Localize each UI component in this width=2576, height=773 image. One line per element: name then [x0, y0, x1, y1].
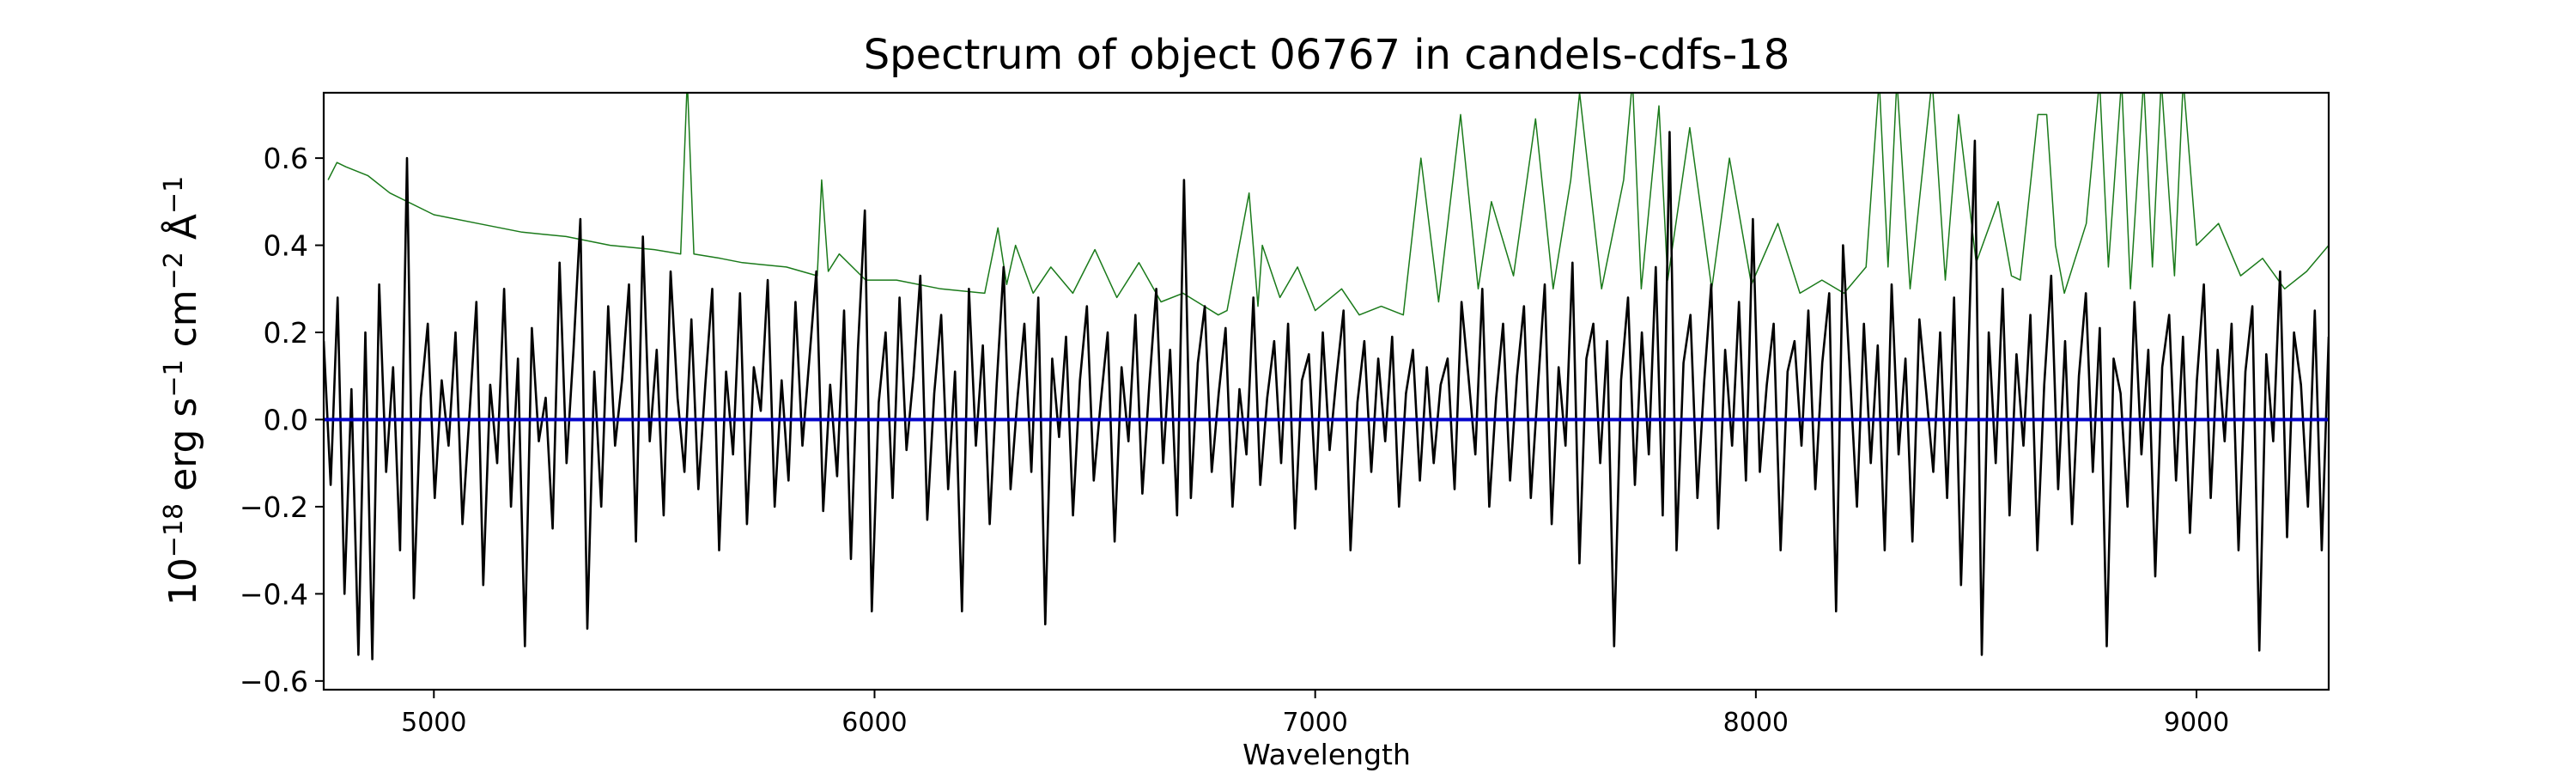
y-axis-label-s-exponent: −1: [159, 359, 189, 397]
series-line-error: [327, 93, 2329, 316]
y-tick-label: −0.2: [240, 490, 308, 524]
y-axis-label: 10−18 erg s−1 cm−2 Å−1: [159, 176, 205, 606]
series-line-flux: [324, 131, 2329, 660]
y-axis-label-prefix: 10: [161, 557, 205, 606]
x-axis-label: Wavelength: [1242, 738, 1411, 771]
y-axis-label-cm: cm: [161, 289, 205, 359]
y-tick-label: 0.2: [264, 316, 308, 350]
x-tick-label: 9000: [2164, 708, 2229, 738]
y-axis-label-angstrom-exponent: −1: [159, 176, 189, 214]
x-tick-label: 7000: [1282, 708, 1347, 738]
x-tick-label: 5000: [401, 708, 466, 738]
x-tick-label: 8000: [1723, 708, 1789, 738]
plot-frame: [322, 91, 2330, 691]
y-tick-label: −0.4: [240, 577, 308, 611]
y-tick-label: 0.6: [264, 142, 308, 175]
x-tick-label: 6000: [841, 708, 907, 738]
series-layer: [324, 93, 2329, 660]
y-axis-label-cm-exponent: −2: [159, 252, 189, 289]
y-axis-label-erg-s: erg s: [161, 398, 205, 503]
x-axis-ticks: 5000 6000 7000 8000 9000: [401, 690, 2229, 738]
chart-title: Spectrum of object 06767 in candels-cdfs…: [864, 31, 1790, 79]
y-axis-ticks: −0.6 −0.4 −0.2 0.0 0.2 0.4 0.6: [240, 142, 324, 698]
y-axis-label-angstrom: Å: [160, 214, 205, 252]
y-tick-label: −0.6: [240, 665, 308, 698]
y-axis-label-exponent: −18: [159, 503, 189, 557]
y-tick-label: 0.4: [264, 229, 308, 263]
y-tick-label: 0.0: [264, 403, 308, 436]
